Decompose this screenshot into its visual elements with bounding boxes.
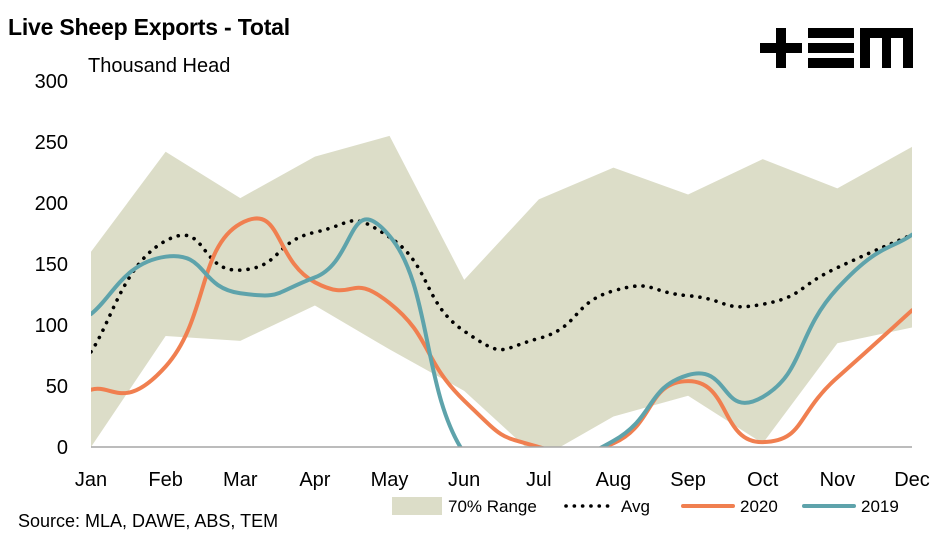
source-note: Source: MLA, DAWE, ABS, TEM [18, 511, 279, 531]
legend-label-range: 70% Range [448, 497, 537, 516]
y-tick-label: 300 [35, 71, 68, 93]
x-tick-label: Jun [448, 469, 480, 491]
legend-label-2019: 2019 [861, 497, 899, 516]
x-tick-label: May [371, 469, 409, 491]
chart-title: Live Sheep Exports - Total [8, 14, 290, 40]
legend-label-2020: 2020 [740, 497, 778, 516]
x-tick-label: Dec [894, 469, 930, 491]
y-tick-label: 100 [35, 315, 68, 337]
x-tick-label: Sep [670, 469, 706, 491]
series-line-avg [91, 218, 912, 354]
x-tick-label: Jul [526, 469, 552, 491]
legend-label-avg: Avg [621, 497, 650, 516]
x-tick-label: Nov [820, 469, 856, 491]
range-band [91, 135, 912, 447]
legend: 70% Range Avg 2020 2019 [392, 497, 899, 516]
y-tick-label: 150 [35, 254, 68, 276]
x-tick-label: Feb [148, 469, 182, 491]
tem-logo-icon [760, 28, 913, 73]
y-tick-label: 200 [35, 193, 68, 215]
y-tick-label: 0 [57, 437, 68, 459]
y-tick-label: 50 [46, 376, 68, 398]
x-tick-label: Apr [299, 469, 330, 491]
x-tick-label: Aug [596, 469, 632, 491]
y-tick-label: 250 [35, 132, 68, 154]
series-line-2019 [91, 217, 912, 447]
legend-swatch-range [392, 497, 442, 515]
x-tick-label: Oct [747, 469, 779, 491]
series-line-2020 [91, 216, 912, 447]
y-axis-unit-label: Thousand Head [88, 55, 231, 77]
x-tick-label: Jan [75, 469, 107, 491]
x-tick-label: Mar [223, 469, 258, 491]
